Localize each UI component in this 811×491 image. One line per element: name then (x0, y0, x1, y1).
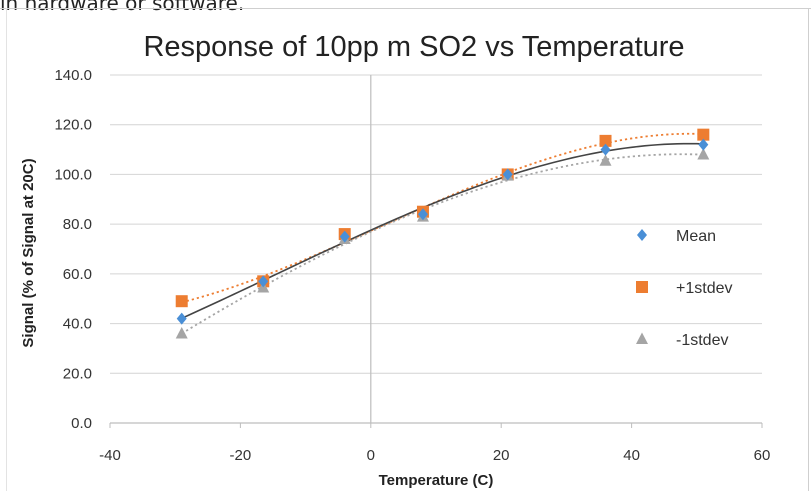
data-point-0 (698, 138, 709, 151)
data-point-2 (599, 154, 612, 166)
data-point-1 (697, 128, 710, 141)
page-text-fragment: in hardware or software. (0, 0, 245, 15)
chart-frame-top (0, 8, 811, 9)
legend-label: -1stdev (676, 332, 728, 349)
data-point-1 (599, 134, 612, 147)
y-tick-label: 60.0 (63, 266, 92, 283)
data-point-0 (258, 275, 269, 288)
trendlines (181, 132, 704, 335)
legend: Mean +1stdev -1stdev (636, 228, 732, 349)
data-point-2 (697, 148, 710, 160)
chart-title: Response of 10pp m SO2 vs Temperature (143, 31, 684, 63)
y-tick-label: 140.0 (54, 67, 92, 84)
gridlines (110, 74, 762, 374)
trendline-2 (181, 153, 704, 335)
y-tick-label: 40.0 (63, 316, 92, 333)
x-tick-label: 0 (367, 447, 375, 464)
x-tick-label: 40 (623, 447, 640, 464)
x-tick-label: -20 (230, 447, 252, 464)
y-tick-label: 120.0 (54, 117, 92, 134)
data-point-0 (339, 230, 350, 243)
data-point-1 (175, 295, 188, 308)
x-tick-label: 60 (754, 447, 771, 464)
data-points (175, 128, 710, 339)
x-tick-label: 20 (493, 447, 510, 464)
x-tick-label: -40 (99, 447, 121, 464)
legend-marker (636, 281, 648, 293)
y-axis-title: Signal (% of Signal at 20C) (20, 158, 37, 347)
data-point-0 (176, 312, 187, 325)
axes (109, 75, 763, 428)
data-point-2 (175, 327, 188, 339)
x-axis-title: Temperature (C) (379, 472, 494, 489)
x-tick-labels: -40 -20 0 20 40 60 (99, 447, 770, 464)
chart-frame-right (808, 8, 809, 491)
legend-label: Mean (676, 228, 716, 245)
y-tick-label: 100.0 (54, 166, 92, 183)
legend-label: +1stdev (676, 280, 732, 297)
legend-marker (636, 332, 648, 344)
y-tick-label: 0.0 (71, 415, 92, 432)
y-tick-labels: 0.0 20.0 40.0 60.0 80.0 100.0 120.0 140.0 (54, 67, 92, 432)
legend-marker (637, 229, 647, 241)
data-point-0 (600, 143, 611, 156)
data-point-0 (417, 208, 428, 221)
y-tick-label: 20.0 (63, 365, 92, 382)
data-point-0 (502, 168, 513, 181)
chart-frame-left (6, 8, 7, 491)
y-tick-label: 80.0 (63, 216, 92, 233)
